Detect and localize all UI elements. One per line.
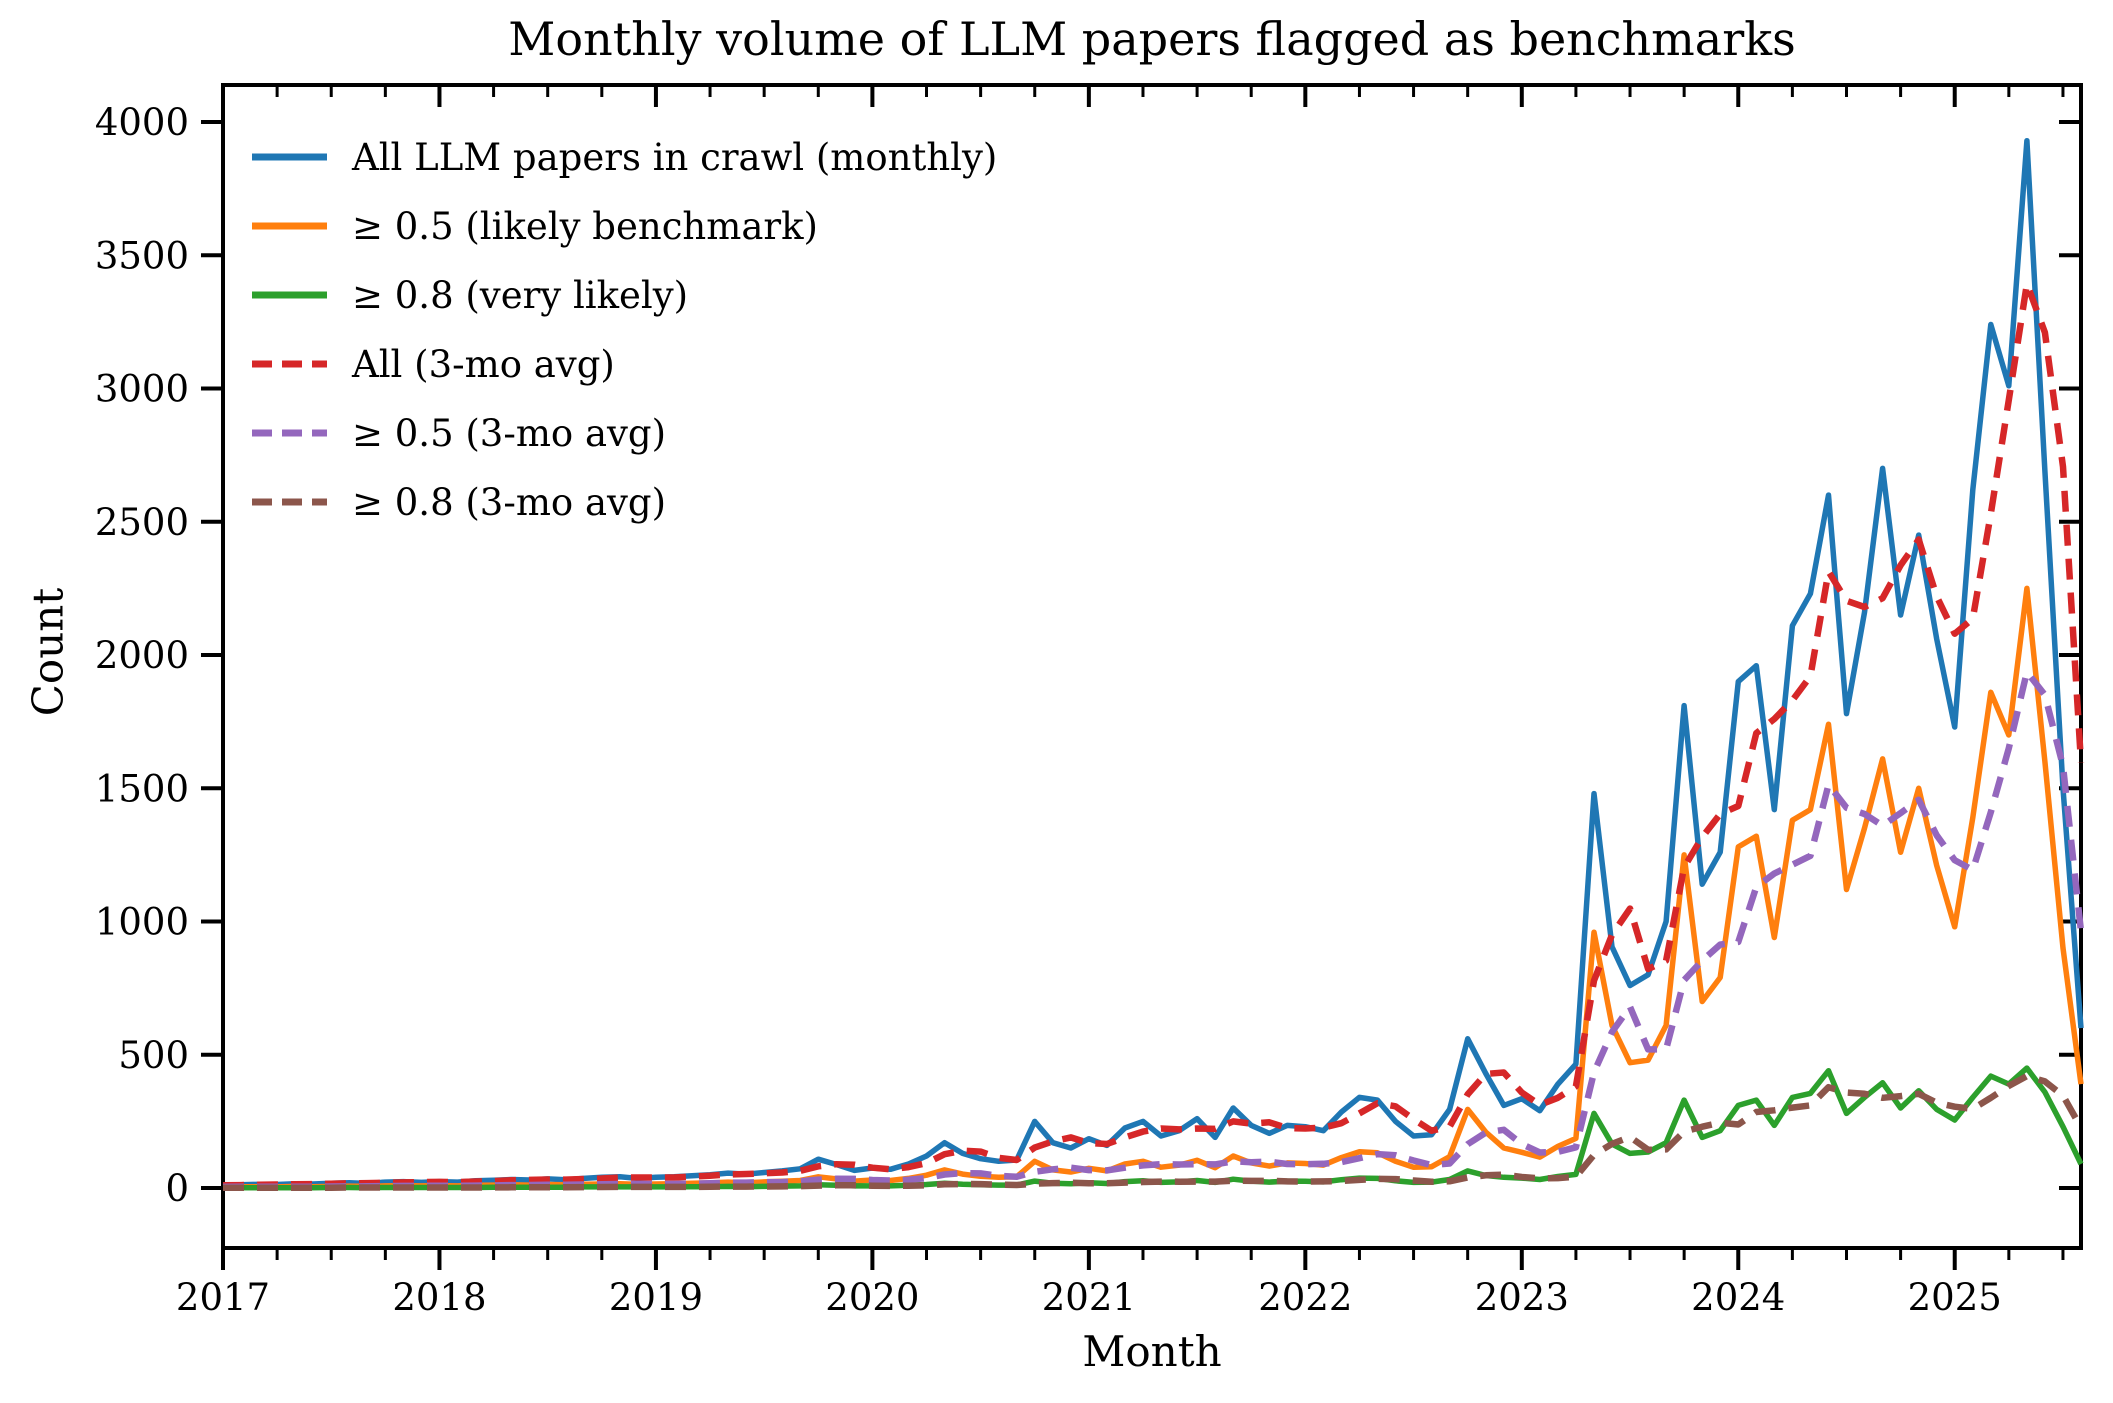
legend-label: ≥ 0.5 (likely benchmark) [352,205,818,248]
legend-item-1: ≥ 0.5 (likely benchmark) [252,205,818,248]
y-tick-label: 1500 [95,767,189,810]
series-line-5 [223,1072,2084,1191]
y-tick-label: 0 [165,1167,189,1210]
x-tick-label: 2020 [825,1276,919,1319]
x-tick-label: 2019 [609,1276,703,1319]
legend-label: ≥ 0.8 (very likely) [352,274,688,317]
series-lines [222,137,2085,1191]
chart-title: Monthly volume of LLM papers flagged as … [508,12,1796,66]
x-axis-label: Month [1082,1327,1222,1376]
y-tick-label: 3500 [95,234,189,277]
x-tick-label: 2018 [392,1276,486,1319]
legend-item-0: All LLM papers in crawl (monthly) [252,136,997,179]
legend-item-4: ≥ 0.5 (3-mo avg) [252,412,666,455]
y-tick-label: 3000 [95,368,189,411]
x-tick-label: 2023 [1475,1276,1569,1319]
x-tick-label: 2025 [1908,1276,2002,1319]
y-tick-label: 2000 [95,634,189,677]
y-tick-label: 2500 [95,501,189,544]
legend-item-5: ≥ 0.8 (3-mo avg) [252,481,666,524]
x-tick-label: 2021 [1042,1276,1136,1319]
series-line-3 [222,280,2085,1189]
legend-label: ≥ 0.5 (3-mo avg) [352,412,666,455]
y-tick-label: 500 [118,1034,189,1077]
plot-border [221,83,2083,1250]
x-tick-label: 2017 [176,1276,270,1319]
legend-label: All LLM papers in crawl (monthly) [351,136,997,179]
y-axis-ticks: 0 500 1000 1500 2000 2500 3000 3500 4000 [95,101,2081,1210]
x-tick-label: 2024 [1691,1276,1785,1319]
legend: All LLM papers in crawl (monthly) ≥ 0.5 (… [252,136,997,524]
legend-item-3: All (3-mo avg) [252,343,615,386]
y-tick-label: 1000 [95,901,189,944]
x-tick-label: 2022 [1258,1276,1352,1319]
x-axis-ticks: 2017 2018 2019 2020 2021 2022 2023 2024 2025 [176,85,2065,1319]
y-tick-label: 4000 [95,101,189,144]
legend-label: ≥ 0.8 (3-mo avg) [352,481,666,524]
legend-label: All (3-mo avg) [351,343,615,386]
legend-item-2: ≥ 0.8 (very likely) [252,274,688,317]
